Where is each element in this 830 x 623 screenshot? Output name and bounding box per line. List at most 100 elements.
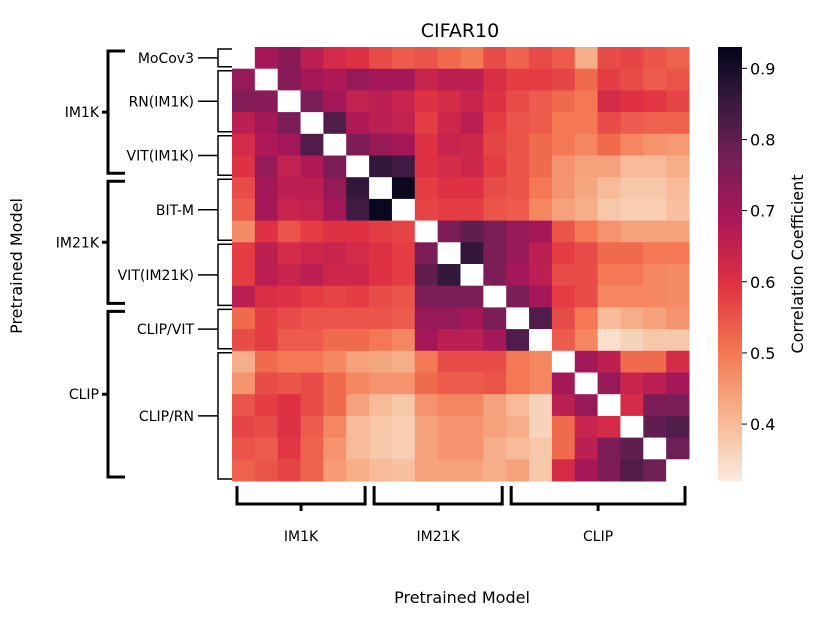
heatmap-cell-16-0: [232, 394, 256, 417]
heatmap-cell-3-0: [232, 112, 256, 135]
heatmap-cell-1-19: [666, 68, 690, 91]
colorbar-ticks: 0.4 0.5 0.6 0.7 0.8 0.9: [742, 59, 775, 434]
heatmap-cell-3-15: [574, 112, 599, 135]
subgroup-label-1: RN(IM1K): [129, 94, 194, 110]
heatmap-cell-7-1: [254, 198, 279, 222]
heatmap-cell-7-8: [414, 198, 439, 222]
heatmap-cell-14-8: [414, 350, 439, 373]
heatmap-cell-13-15: [574, 329, 599, 352]
heatmap-cell-16-4: [323, 394, 347, 417]
heatmap-cell-19-11: [483, 459, 507, 482]
heatmap-cell-14-16: [597, 350, 621, 373]
heatmap-cell-9-17: [620, 242, 644, 265]
heatmap-cell-9-18: [643, 242, 667, 265]
heatmap-cell-10-1: [254, 264, 279, 287]
heatmap-cell-10-14: [551, 264, 576, 287]
heatmap-cell-7-10: [460, 198, 484, 222]
heatmap-cell-19-14: [551, 459, 576, 482]
heatmap-cell-10-6: [369, 264, 393, 287]
heatmap-cell-5-7: [391, 155, 416, 178]
heatmap-cell-16-3: [300, 394, 324, 417]
heatmap-cell-19-3: [300, 459, 324, 482]
heatmap-cell-1-10: [460, 68, 484, 91]
heatmap-cell-8-17: [620, 220, 644, 243]
heatmap-cell-12-15: [574, 307, 599, 330]
heatmap-cell-14-4: [323, 350, 347, 373]
heatmap-cell-13-10: [460, 329, 484, 352]
heatmap-cell-17-15: [574, 415, 599, 439]
heatmap-cell-0-12: [506, 47, 530, 70]
heatmap-cell-15-13: [529, 372, 553, 395]
heatmap-cell-7-0: [232, 198, 256, 222]
heatmap-cell-3-13: [529, 112, 553, 135]
heatmap-cell-0-11: [483, 47, 507, 70]
heatmap-cell-14-17: [620, 350, 644, 373]
heatmap-cell-0-10: [460, 47, 484, 70]
heatmap-cell-4-12: [506, 133, 530, 156]
heatmap-cell-0-15: [574, 47, 599, 70]
heatmap-cell-3-2: [277, 112, 302, 135]
heatmap-cell-7-4: [323, 198, 347, 222]
heatmap-cell-19-8: [414, 459, 439, 482]
heatmap-cell-8-16: [597, 220, 621, 243]
heatmap-cell-17-8: [414, 415, 439, 439]
bottom-bracket-im1k: [235, 486, 367, 511]
heatmap-cell-10-17: [620, 264, 644, 287]
heatmap-cell-10-12: [506, 264, 530, 287]
heatmap-cell-9-1: [254, 242, 279, 265]
heatmap-cell-13-9: [437, 329, 461, 352]
heatmap-cell-1-6: [369, 68, 393, 91]
colorbar-tick-label-0: 0.4: [750, 415, 775, 434]
heatmap-cell-4-19: [666, 133, 690, 156]
heatmap-cell-18-9: [437, 437, 461, 460]
heatmap-cell-1-7: [391, 68, 416, 91]
heatmap-cell-9-2: [277, 242, 302, 265]
sub-bracket-5: [198, 308, 232, 350]
heatmap-cell-4-2: [277, 133, 302, 156]
heatmap-cell-16-11: [483, 394, 507, 417]
heatmap-cell-13-0: [232, 329, 256, 352]
heatmap-cell-18-4: [323, 437, 347, 460]
heatmap-cell-19-4: [323, 459, 347, 482]
heatmap-cell-3-18: [643, 112, 667, 135]
heatmap-cell-4-10: [460, 133, 484, 156]
heatmap-cell-10-16: [597, 264, 621, 287]
heatmap-cell-17-14: [551, 415, 576, 439]
heatmap-cell-19-19: [666, 459, 690, 482]
heatmap-cell-8-18: [643, 220, 667, 243]
heatmap-cell-19-10: [460, 459, 484, 482]
heatmap-cell-11-2: [277, 285, 302, 308]
heatmap-cell-2-13: [529, 90, 553, 113]
heatmap-cell-6-5: [346, 177, 370, 200]
heatmap-cell-2-11: [483, 90, 507, 113]
heatmap-cell-5-18: [643, 155, 667, 178]
heatmap-cell-6-12: [506, 177, 530, 200]
heatmap-cell-2-8: [414, 90, 439, 113]
heatmap-cell-1-5: [346, 68, 370, 91]
chart-title: CIFAR10: [421, 20, 499, 42]
heatmap-cell-11-16: [597, 285, 621, 308]
heatmap-cell-12-7: [391, 307, 416, 330]
heatmap-cell-19-7: [391, 459, 416, 482]
heatmap-cell-6-4: [323, 177, 347, 200]
heatmap-cell-0-9: [437, 47, 461, 70]
heatmap-cell-8-12: [506, 220, 530, 243]
heatmap-cell-13-5: [346, 329, 370, 352]
left-bracket-im21k: [102, 179, 125, 305]
heatmap-cell-13-13: [529, 329, 553, 352]
heatmap-cell-10-7: [391, 264, 416, 287]
heatmap-cell-18-7: [391, 437, 416, 460]
heatmap-cell-1-12: [506, 68, 530, 91]
heatmap-cell-10-15: [574, 264, 599, 287]
heatmap-cell-4-8: [414, 133, 439, 156]
heatmap-cell-5-14: [551, 155, 576, 178]
heatmap-cell-0-8: [414, 47, 439, 70]
heatmap-cell-19-16: [597, 459, 621, 482]
heatmap-cell-14-5: [346, 350, 370, 373]
heatmap-cell-8-4: [323, 220, 347, 243]
heatmap-cell-3-8: [414, 112, 439, 135]
heatmap-cell-4-13: [529, 133, 553, 156]
heatmap-cell-13-3: [300, 329, 324, 352]
heatmap-cell-12-4: [323, 307, 347, 330]
heatmap-cell-15-18: [643, 372, 667, 395]
